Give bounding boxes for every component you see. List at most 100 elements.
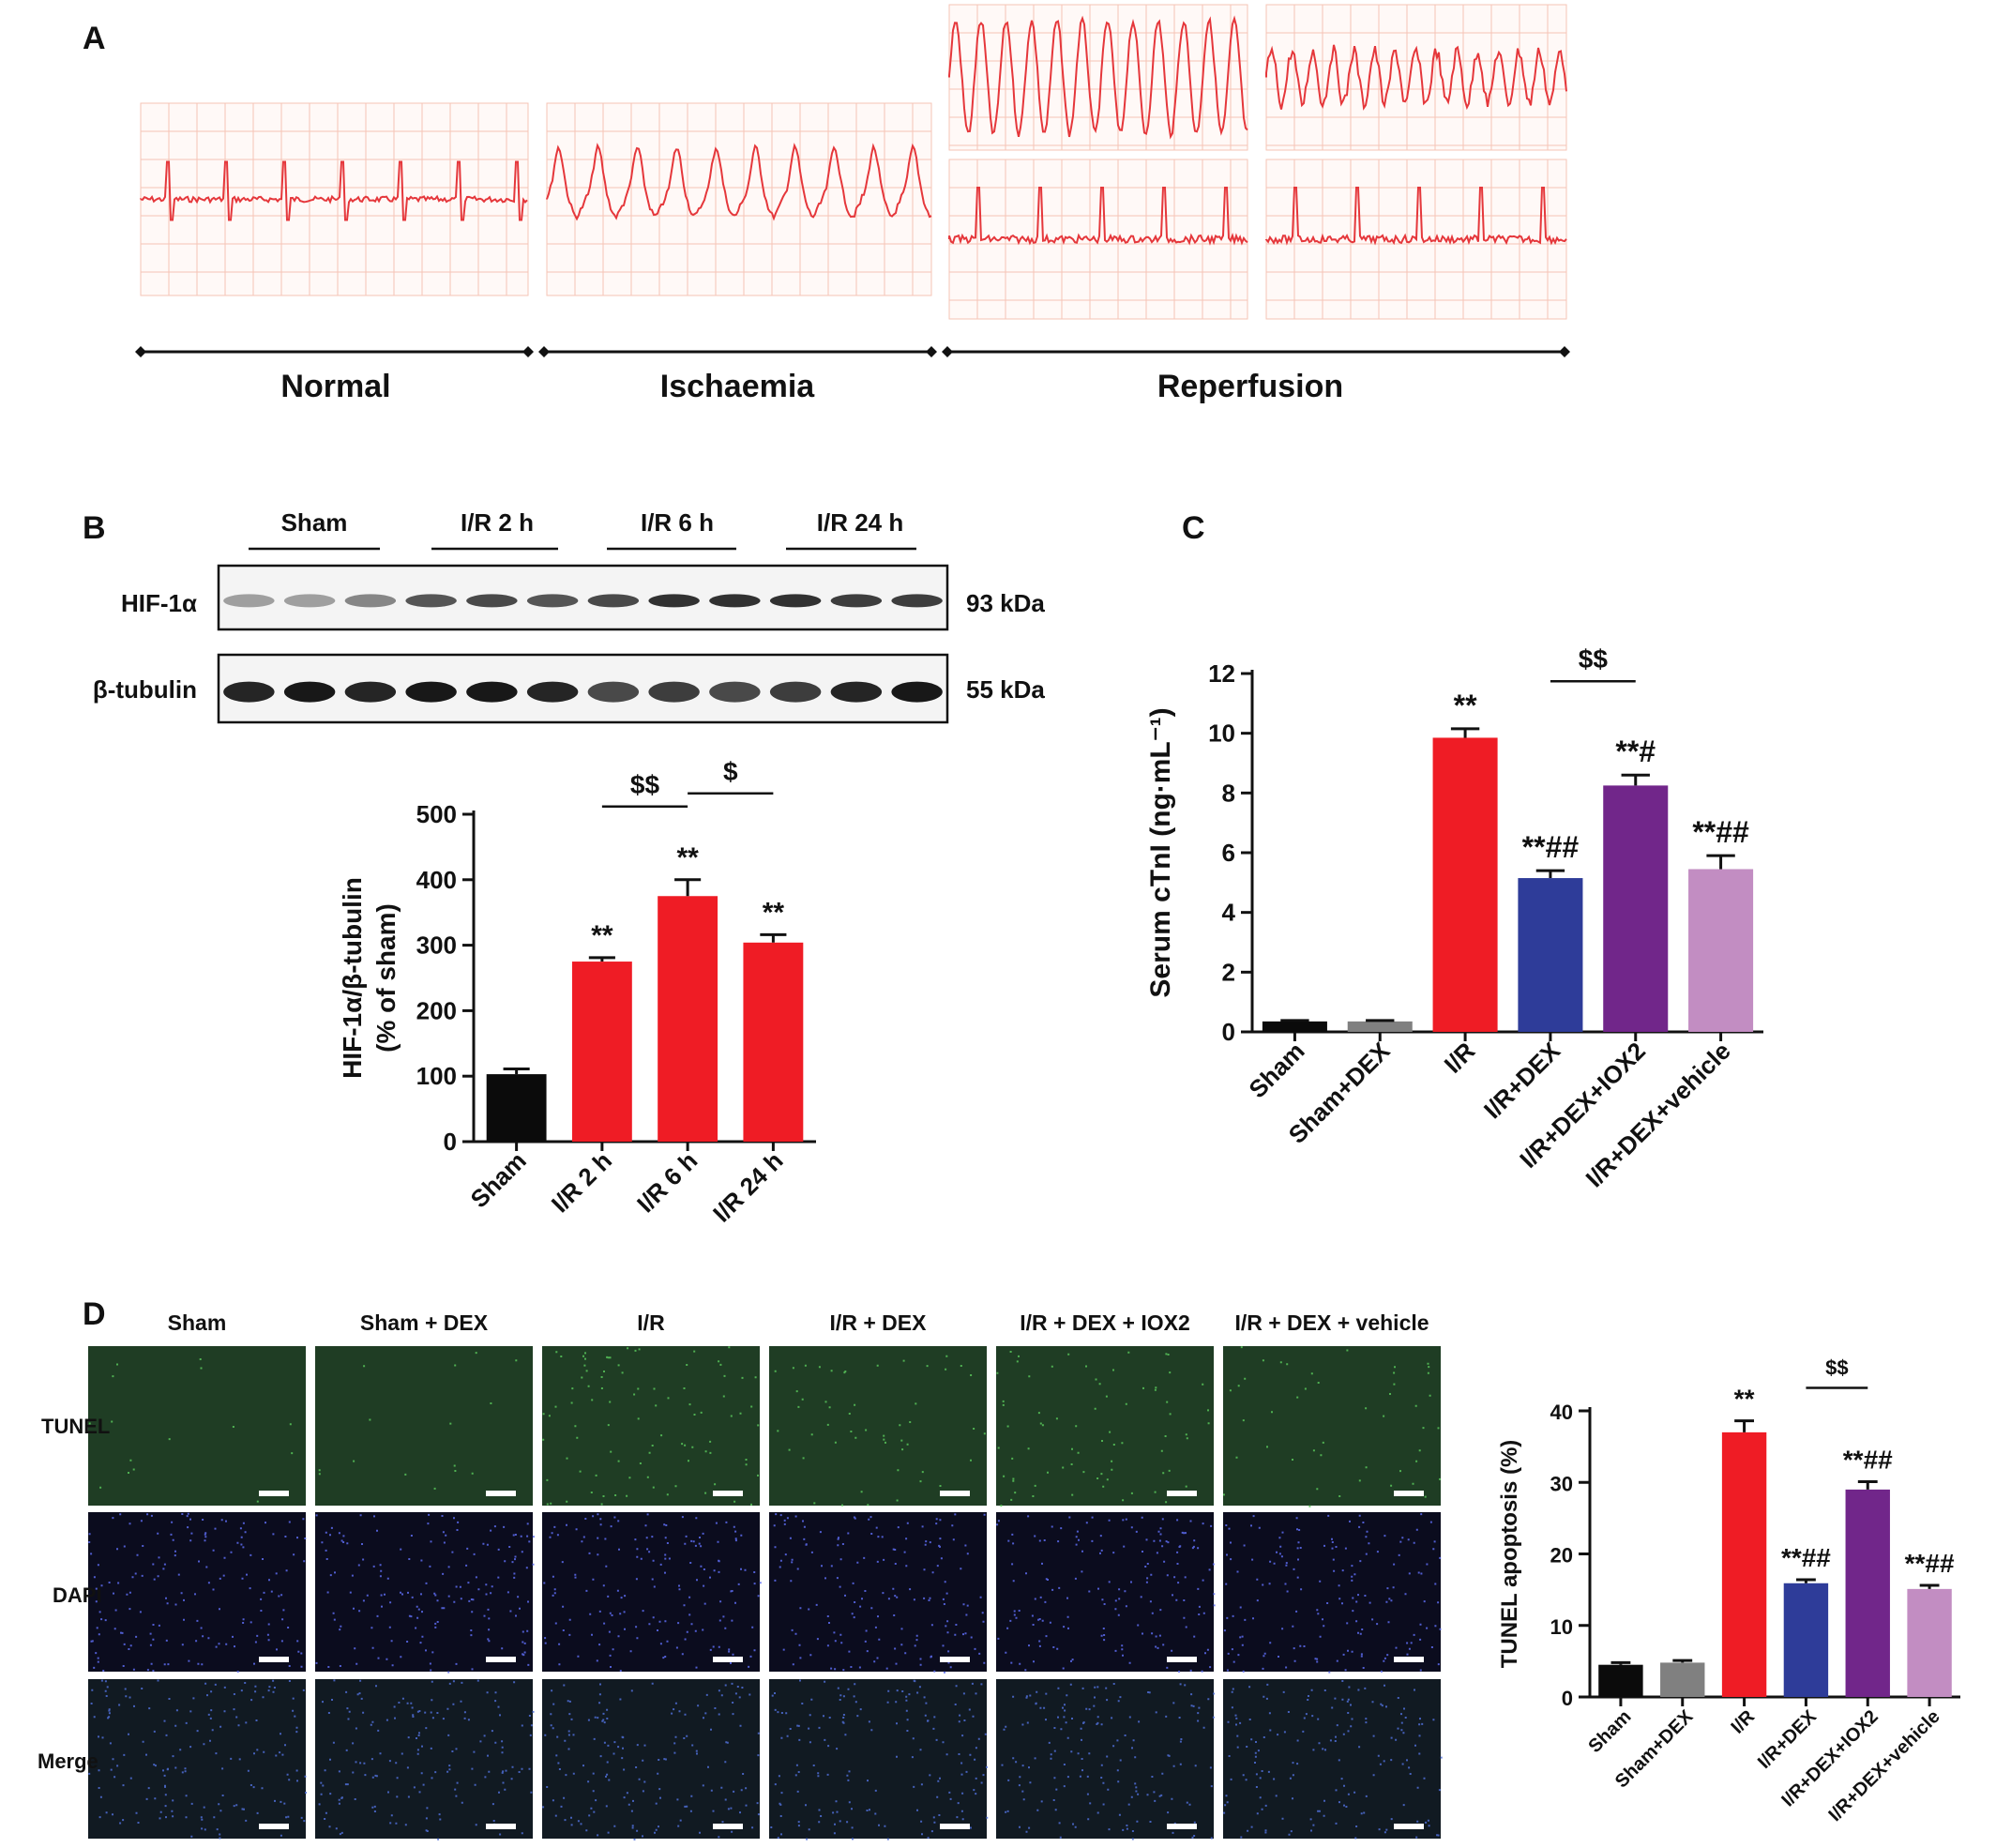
blot-band [709, 681, 761, 703]
micro-tile [88, 1346, 306, 1506]
micro-tile-bg [996, 1679, 1214, 1839]
error-bar-2 [674, 878, 702, 897]
micro-nuclei [315, 1513, 535, 1674]
scale-bar [940, 1824, 970, 1829]
y-tick-label: 20 [1550, 1544, 1573, 1568]
micro-tile [769, 1679, 989, 1840]
y-tick-label: 40 [1550, 1401, 1573, 1424]
significance-mark-2: ** [1734, 1385, 1755, 1414]
error-bar-0 [1610, 1660, 1631, 1665]
blot-size-tubulin: 55 kDa [966, 675, 1045, 704]
micro-tile [542, 1346, 760, 1506]
significance-mark-4: **# [1615, 735, 1656, 768]
micro-tile-bg [315, 1512, 533, 1672]
y-tick-label: 500 [416, 800, 457, 828]
significance-mark-4: **## [1843, 1445, 1893, 1474]
bar-5 [1688, 869, 1754, 1032]
phase-label-ischaemia: Ischaemia [660, 369, 816, 404]
blot-band [223, 681, 275, 703]
blot-band [648, 594, 700, 608]
blot-band [830, 681, 883, 703]
blot-band [344, 681, 397, 703]
blot-band [526, 681, 579, 703]
micro-tile-bg [769, 1512, 987, 1672]
y-tick-label: 400 [416, 866, 457, 894]
x-tick-label: I/R [1439, 1037, 1481, 1079]
blot-tubulin-frame [217, 653, 949, 724]
error-bar-5 [1706, 854, 1735, 870]
blot-band [648, 681, 700, 703]
scale-bar [1394, 1491, 1424, 1496]
scale-bar [713, 1491, 743, 1496]
scale-bar [1394, 1824, 1424, 1829]
micro-nuclei [996, 1351, 1210, 1507]
scale-bar [259, 1657, 289, 1662]
comparison-label: $$ [1579, 644, 1609, 674]
comparison-label: $$ [630, 770, 660, 799]
x-tick-label: Sham [1584, 1706, 1635, 1757]
error-bar-1 [1366, 1019, 1395, 1022]
x-tick-label: Sham [465, 1146, 532, 1213]
blot-band [283, 594, 336, 608]
scale-bar [486, 1824, 516, 1829]
micro-nuclei [318, 1679, 535, 1840]
micro-tile [996, 1346, 1214, 1507]
micro-tile [1223, 1679, 1443, 1840]
tunel-row-tunel: TUNEL [41, 1415, 110, 1438]
scale-bar [713, 1824, 743, 1829]
y-tick-label: 2 [1222, 958, 1235, 986]
error-bar-3 [760, 932, 787, 943]
western-blot-images [217, 564, 949, 724]
blot-band [891, 681, 943, 703]
y-tick-label: 4 [1222, 899, 1236, 927]
micro-tile [996, 1512, 1216, 1673]
ecg-normal [140, 102, 529, 296]
y-axis-title: TUNEL apoptosis (%) [1497, 1440, 1522, 1669]
micro-tile-bg [88, 1679, 306, 1839]
ecg-reperfusion-2-background [1265, 4, 1567, 151]
comparison-label: $$ [1825, 1356, 1848, 1379]
y-tick-label: 8 [1222, 779, 1235, 807]
y-axis-title: HIF-1α/β-tubulin [338, 877, 367, 1079]
y-axis-title: (% of sham) [371, 903, 401, 1053]
micro-tile [542, 1512, 762, 1673]
blot-band [283, 681, 336, 703]
micro-tile-bg [769, 1346, 987, 1506]
tunel-row-merge: Merge [38, 1750, 98, 1773]
blot-group-ir24h: I/R 24 h [817, 508, 903, 537]
blot-tubulin [217, 653, 949, 724]
y-tick-label: 12 [1208, 659, 1235, 688]
error-bar-5 [1919, 1583, 1940, 1589]
micro-tile-bg [996, 1512, 1214, 1672]
tunel-row-labels: TUNEL DAPI Merge [38, 1415, 110, 1773]
micro-tile [769, 1512, 987, 1674]
tunel-column-headers: Sham Sham + DEX I/R I/R + DEX I/R + DEX … [168, 1310, 1429, 1335]
ecg-reperfusion-1-trace [948, 15, 1248, 140]
blot-protein-hif: HIF-1α [121, 589, 197, 617]
scale-bar [713, 1657, 743, 1662]
error-bar-2 [1734, 1419, 1755, 1432]
micro-tile [1223, 1512, 1442, 1674]
error-bar-3 [1535, 869, 1565, 879]
micro-tile [88, 1679, 307, 1840]
micro-tile-bg [1223, 1346, 1441, 1506]
tunel-row-dapi: DAPI [53, 1583, 102, 1607]
scale-bar [940, 1657, 970, 1662]
error-bar-3 [1795, 1578, 1816, 1583]
y-tick-label: 10 [1208, 720, 1235, 748]
ecg-ischaemia-background [546, 102, 932, 296]
panel-label-b: B [83, 510, 106, 546]
error-bar-0 [503, 1068, 530, 1075]
micro-tile [88, 1512, 307, 1674]
ecg-traces [140, 4, 1567, 320]
scale-bar [486, 1657, 516, 1662]
error-bar-1 [588, 956, 615, 962]
x-tick-label: I/R 6 h [631, 1146, 703, 1218]
phase-label-reperfusion: Reperfusion [1157, 369, 1343, 404]
blot-protein-tubulin: β-tubulin [93, 675, 197, 704]
bar-1 [1347, 1021, 1413, 1032]
x-tick-label: Sham [1243, 1037, 1309, 1103]
bar-4 [1603, 785, 1669, 1032]
